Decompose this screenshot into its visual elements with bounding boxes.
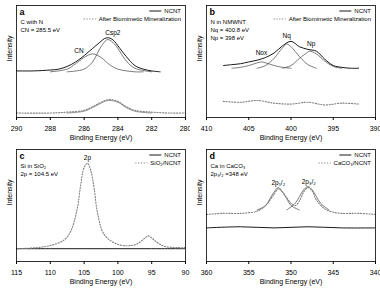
svg-text:SiO₂/NCNT: SiO₂/NCNT <box>150 160 181 166</box>
svg-text:N in NMWNT: N in NMWNT <box>211 19 247 25</box>
svg-text:Nq = 400.8 eV: Nq = 400.8 eV <box>211 27 250 33</box>
svg-text:90: 90 <box>182 269 190 276</box>
svg-text:405: 405 <box>243 125 255 132</box>
svg-text:a: a <box>20 7 26 17</box>
svg-text:d: d <box>210 151 216 161</box>
svg-text:2p₁/₂: 2p₁/₂ <box>271 179 285 187</box>
svg-text:NCNT: NCNT <box>164 152 181 158</box>
svg-text:355: 355 <box>243 269 255 276</box>
svg-text:Si in SiO₂: Si in SiO₂ <box>21 163 47 169</box>
svg-text:Intensity: Intensity <box>6 179 14 206</box>
svg-text:286: 286 <box>78 125 90 132</box>
svg-text:Csp2: Csp2 <box>105 29 121 37</box>
svg-text:110: 110 <box>45 269 56 276</box>
svg-text:Binding Energy (eV): Binding Energy (eV) <box>260 278 323 286</box>
svg-text:Np: Np <box>307 40 316 48</box>
svg-text:282: 282 <box>146 125 158 132</box>
svg-text:115: 115 <box>11 269 22 276</box>
svg-text:CN: CN <box>74 47 84 54</box>
svg-text:2p: 2p <box>84 154 92 162</box>
svg-text:CaCO₃/NCNT: CaCO₃/NCNT <box>334 160 372 166</box>
svg-text:NCNT: NCNT <box>354 152 371 158</box>
svg-text:284: 284 <box>112 125 124 132</box>
svg-text:c: c <box>20 151 25 161</box>
svg-text:95: 95 <box>148 269 156 276</box>
svg-text:400: 400 <box>285 125 297 132</box>
svg-text:345: 345 <box>327 269 339 276</box>
svg-text:390: 390 <box>370 125 380 132</box>
svg-text:Binding Energy (eV): Binding Energy (eV) <box>70 134 133 142</box>
svg-text:After Biomimetic Mineralizatio: After Biomimetic Mineralization <box>289 16 371 22</box>
svg-text:340: 340 <box>370 269 380 276</box>
svg-text:2p = 104.5 eV: 2p = 104.5 eV <box>21 171 59 177</box>
svg-text:410: 410 <box>201 125 213 132</box>
svg-text:Binding Energy (eV): Binding Energy (eV) <box>260 134 323 142</box>
svg-text:Nq: Nq <box>283 32 292 40</box>
svg-text:Intensity: Intensity <box>196 179 204 206</box>
svg-text:280: 280 <box>180 125 190 132</box>
svg-text:b: b <box>210 7 216 17</box>
svg-text:290: 290 <box>11 125 23 132</box>
svg-text:Np = 398 eV: Np = 398 eV <box>211 35 245 41</box>
svg-text:Nox: Nox <box>256 49 268 56</box>
svg-text:NCNT: NCNT <box>354 8 371 14</box>
svg-text:360: 360 <box>201 269 213 276</box>
svg-text:C with N: C with N <box>21 19 44 25</box>
svg-text:NCNT: NCNT <box>164 8 181 14</box>
svg-text:Intensity: Intensity <box>196 35 204 62</box>
svg-text:Intensity: Intensity <box>6 35 14 62</box>
svg-text:100: 100 <box>112 269 124 276</box>
svg-text:2p₃/₂ =348 eV: 2p₃/₂ =348 eV <box>211 171 248 177</box>
svg-text:CN = 285.5 eV: CN = 285.5 eV <box>21 27 61 33</box>
svg-text:After Biomimetic Mineralizatio: After Biomimetic Mineralization <box>99 16 181 22</box>
svg-text:2p₃/₂: 2p₃/₂ <box>302 178 317 186</box>
svg-text:Binding Energy (eV): Binding Energy (eV) <box>70 278 133 286</box>
svg-text:105: 105 <box>78 269 90 276</box>
svg-text:288: 288 <box>44 125 56 132</box>
svg-text:395: 395 <box>327 125 339 132</box>
svg-text:350: 350 <box>285 269 297 276</box>
svg-text:Ca in CaCO₃: Ca in CaCO₃ <box>211 163 246 169</box>
